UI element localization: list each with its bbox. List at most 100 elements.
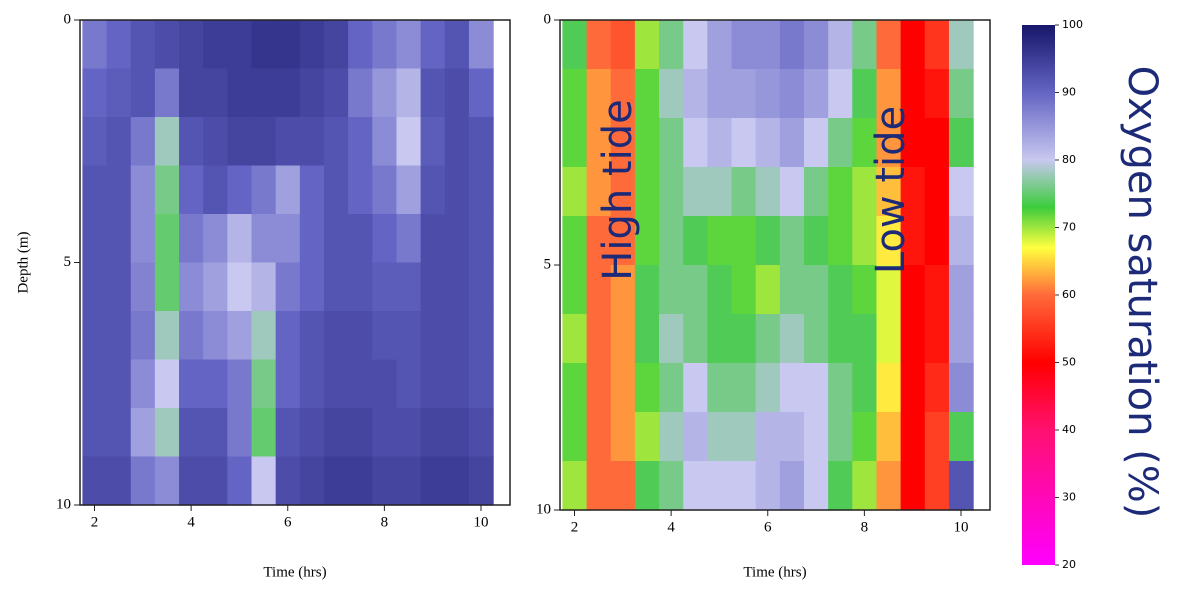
heat-cell <box>179 359 204 409</box>
heat-cell <box>852 118 878 168</box>
heat-cell <box>444 68 470 118</box>
heat-cell <box>924 412 950 462</box>
x-tick-label: 2 <box>91 514 99 530</box>
heat-cell <box>396 456 422 506</box>
y-tick-label: 0 <box>544 11 552 27</box>
heat-cell <box>348 262 373 312</box>
heat-cell <box>348 311 373 361</box>
colorbar-tick-label: 20 <box>1062 558 1076 571</box>
heat-cell <box>444 20 470 70</box>
heat-cell <box>468 214 494 264</box>
heat-cell <box>876 118 902 168</box>
heat-cell <box>82 117 108 167</box>
heat-cell <box>348 68 373 118</box>
heat-cell <box>227 359 253 409</box>
heat-cell <box>634 69 660 119</box>
heat-cell <box>396 214 422 264</box>
heat-cell <box>731 118 757 168</box>
heat-cell <box>586 363 612 413</box>
colorbar-tick-label: 50 <box>1062 356 1076 369</box>
heat-cell <box>924 461 950 511</box>
heat-cell <box>779 20 805 70</box>
heat-cell <box>130 214 156 264</box>
heat-cell <box>586 265 612 315</box>
heat-cell <box>372 408 398 458</box>
x-tick-label: 2 <box>571 519 579 535</box>
heat-cell <box>876 412 902 462</box>
heat-cell <box>348 214 373 264</box>
heat-cell <box>924 118 950 168</box>
heat-cell <box>275 214 301 264</box>
heat-cell <box>348 408 373 458</box>
heat-cell <box>154 408 180 458</box>
heat-cell <box>420 165 446 215</box>
heat-cell <box>803 461 829 511</box>
heat-cell <box>779 118 805 168</box>
heat-cell <box>106 311 132 361</box>
heat-cell <box>106 20 132 70</box>
x-tick-label: 4 <box>667 519 675 535</box>
heat-cell <box>779 461 805 511</box>
heat-cell <box>828 461 853 511</box>
heat-cell <box>468 165 494 215</box>
heat-cell <box>610 167 636 217</box>
colorbar-tick-label: 60 <box>1062 288 1076 301</box>
heat-cell <box>731 461 757 511</box>
heat-cell <box>130 20 156 70</box>
heat-cell <box>203 408 228 458</box>
heat-cell <box>852 265 878 315</box>
heat-cell <box>251 165 277 215</box>
heat-cell <box>900 69 926 119</box>
heat-cell <box>610 412 636 462</box>
heat-cell <box>396 165 422 215</box>
y-tick-label: 5 <box>544 256 552 272</box>
heat-cell <box>683 265 708 315</box>
heat-cell <box>610 118 636 168</box>
heat-cell <box>444 359 470 409</box>
heat-cell <box>948 69 974 119</box>
heat-cell <box>203 359 228 409</box>
heat-cell <box>634 412 660 462</box>
heat-cell <box>154 20 180 70</box>
heat-cell <box>876 167 902 217</box>
heat-cell <box>203 20 228 70</box>
heat-cell <box>154 359 180 409</box>
heat-cell <box>154 311 180 361</box>
heat-cell <box>203 262 228 312</box>
heat-cell <box>731 216 757 266</box>
x-tick-label: 8 <box>381 514 389 530</box>
heat-cell <box>586 118 612 168</box>
heat-cell <box>779 69 805 119</box>
heat-cell <box>610 69 636 119</box>
heat-cell <box>634 314 660 364</box>
colorbar-tick-label: 90 <box>1062 86 1076 99</box>
heat-cell <box>299 20 325 70</box>
heat-cell <box>610 363 636 413</box>
heat-cell <box>586 412 612 462</box>
heat-cell <box>82 359 108 409</box>
heat-cell <box>900 118 926 168</box>
heat-cell <box>444 408 470 458</box>
heat-cell <box>420 68 446 118</box>
heat-cell <box>82 214 108 264</box>
heat-cell <box>106 262 132 312</box>
heat-cell <box>876 461 902 511</box>
heat-cell <box>420 20 446 70</box>
heat-cell <box>275 359 301 409</box>
heat-cell <box>468 311 494 361</box>
heat-cell <box>562 461 588 511</box>
y-tick-label: 5 <box>64 254 72 270</box>
heat-cell <box>876 363 902 413</box>
heat-cell <box>707 118 733 168</box>
heat-cell <box>948 118 974 168</box>
heat-cell <box>130 456 156 506</box>
heat-cell <box>348 20 373 70</box>
heat-cell <box>852 20 878 70</box>
heat-cell <box>659 69 684 119</box>
heat-cell <box>707 167 733 217</box>
heat-cell <box>755 265 781 315</box>
heat-cell <box>731 167 757 217</box>
heat-cell <box>154 214 180 264</box>
heat-cell <box>707 265 733 315</box>
heat-cell <box>948 461 974 511</box>
